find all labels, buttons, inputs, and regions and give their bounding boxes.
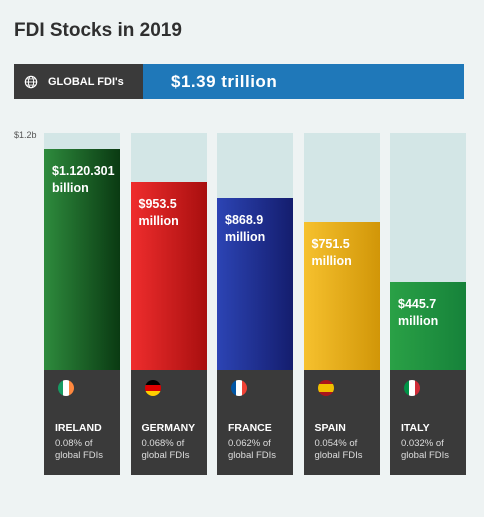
y-max-label: $1.2b (14, 130, 37, 140)
bar-value-label: $868.9 million (225, 212, 289, 246)
bar-value-line: million (225, 230, 266, 244)
flag-stripe (317, 384, 334, 392)
global-fdi-label-box: GLOBAL FDI's (14, 64, 143, 99)
bar-value-label: $1.120.301 billion (52, 163, 116, 197)
global-fdi-label: GLOBAL FDI's (48, 75, 124, 88)
fdi-share-line: global FDIs (228, 450, 277, 461)
france-flag-icon (231, 380, 247, 396)
fdi-share-line: global FDIs (141, 450, 190, 461)
fdi-share-line: 0.054% of (314, 438, 358, 449)
bar-france: $868.9 million (217, 198, 293, 370)
bar-column-spain: $751.5 million SPAIN 0.054% of global FDIs (303, 133, 380, 475)
ireland-flag-icon (58, 380, 74, 396)
bar-value-label: $445.7 million (398, 296, 462, 330)
bar-value-line: million (398, 314, 439, 328)
fdi-share-line: global FDIs (314, 450, 363, 461)
bar-value-line: billion (52, 181, 89, 195)
fdi-share: 0.068% of global FDIs (142, 438, 190, 462)
country-name: FRANCE (228, 422, 272, 434)
flag-stripe (409, 380, 415, 396)
bar-track: $751.5 million (303, 133, 380, 370)
bar-value-line: $751.5 (311, 237, 350, 251)
fdi-share: 0.054% of global FDIs (315, 438, 363, 462)
country-name: SPAIN (314, 422, 346, 434)
bar-value-line: million (138, 214, 179, 228)
bar-track: $445.7 million (390, 133, 466, 370)
flag-stripe (144, 380, 161, 386)
bar-track: $868.9 million (217, 133, 293, 370)
fdi-share-line: 0.032% of (401, 438, 444, 449)
flag-stripe (414, 380, 420, 396)
bar-value-label: $751.5 million (312, 236, 376, 270)
flag-stripe (404, 380, 410, 396)
fdi-share-line: 0.062% of (228, 438, 271, 449)
global-fdi-value: $1.39 trillion (143, 64, 464, 99)
country-name: GERMANY (141, 422, 196, 434)
country-info: ITALY 0.032% of global FDIs (390, 370, 466, 475)
globe-icon (24, 75, 38, 88)
bar-column-france: $868.9 million FRANCE 0.062% of global FDIs (217, 133, 293, 475)
country-info: GERMANY 0.068% of global FDIs (130, 370, 207, 475)
flag-stripe (63, 380, 69, 396)
fdi-share-line: 0.068% of (141, 438, 185, 449)
country-info: FRANCE 0.062% of global FDIs (217, 370, 293, 475)
bar-value-label: $953.5 million (139, 196, 203, 230)
bar-germany: $953.5 million (130, 182, 207, 370)
flag-stripe (317, 380, 334, 384)
bar-value-line: $953.5 (138, 197, 177, 211)
bar-track: $953.5 million (130, 133, 207, 370)
flag-stripe (317, 392, 334, 396)
bar-column-ireland: $1.120.301 billion IRELAND 0.08% of global F… (44, 133, 120, 475)
fdi-share: 0.062% of global FDIs (228, 438, 276, 462)
bar-value-line: million (311, 254, 352, 268)
fdi-share: 0.08% of global FDIs (55, 438, 103, 462)
bar-italy: $445.7 million (390, 282, 466, 370)
germany-flag-icon (144, 380, 161, 396)
bar-spain: $751.5 million (303, 222, 380, 370)
chart-title: FDI Stocks in 2019 (14, 20, 182, 41)
country-name: IRELAND (55, 422, 102, 434)
flag-stripe (58, 380, 64, 396)
country-info: SPAIN 0.054% of global FDIs (303, 370, 380, 475)
fdi-share-line: global FDIs (401, 450, 450, 461)
flag-stripe (231, 380, 237, 396)
country-name: ITALY (401, 422, 430, 434)
bar-column-germany: $953.5 million GERMANY 0.068% of global FDIs (130, 133, 207, 475)
bar-ireland: $1.120.301 billion (44, 149, 120, 370)
bar-column-italy: $445.7 million ITALY 0.032% of global FDIs (390, 133, 466, 475)
fdi-share-line: 0.08% of (55, 438, 93, 449)
global-fdi-banner: GLOBAL FDI's $1.39 trillion (14, 64, 464, 99)
fdi-share-line: global FDIs (55, 450, 104, 461)
country-info: IRELAND 0.08% of global FDIs (44, 370, 120, 475)
flag-stripe (68, 380, 74, 396)
bar-value-line: $445.7 (398, 297, 437, 311)
flag-stripe (144, 390, 161, 396)
bar-value-line: $1.120.301 (52, 164, 115, 178)
bar-value-line: $868.9 (225, 213, 264, 227)
italy-flag-icon (404, 380, 420, 396)
fdi-share: 0.032% of global FDIs (401, 438, 449, 462)
flag-stripe (144, 385, 161, 391)
spain-flag-icon (317, 380, 334, 396)
flag-stripe (236, 380, 242, 396)
flag-stripe (241, 380, 247, 396)
bar-track: $1.120.301 billion (44, 133, 120, 370)
